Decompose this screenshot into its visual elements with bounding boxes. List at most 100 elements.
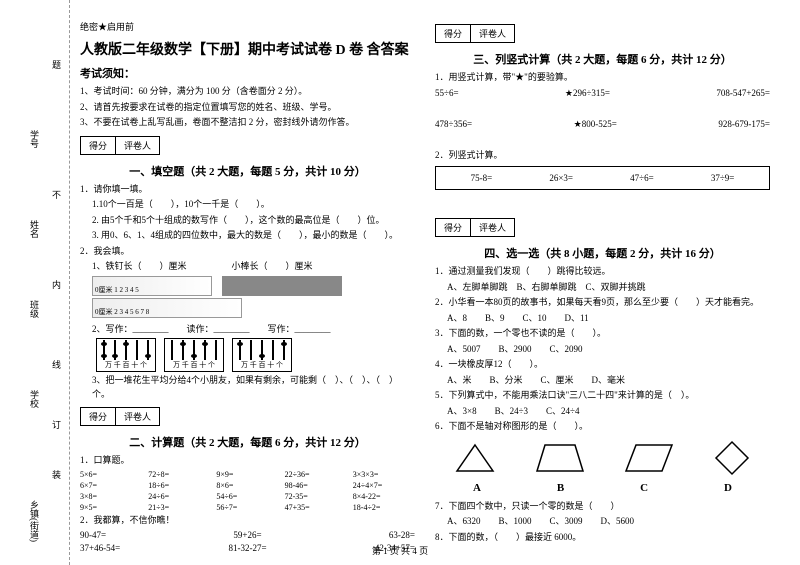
section-2-title: 二、计算题（共 2 大题，每题 6 分，共计 12 分）	[80, 434, 415, 450]
ruler-row: 0厘米 1 2 3 4 5	[80, 276, 415, 296]
section-4-title: 四、选一选（共 8 小题，每题 2 分，共计 16 分）	[435, 245, 770, 261]
abacus-3: 万 千 百 十 个	[232, 338, 292, 372]
binding-char-2: 订	[50, 420, 63, 429]
left-column: 绝密★启用前 人教版二年级数学【下册】期中考试试卷 D 卷 含答案 考试须知： …	[80, 20, 415, 556]
calc-cell: 3×8=	[80, 492, 142, 501]
label-c: C	[640, 482, 648, 494]
calc-cell: 72÷8=	[148, 470, 210, 479]
binding-field-name: 姓名	[28, 220, 41, 238]
page-footer: 第 1 页 共 4 页	[372, 544, 428, 557]
section-3-title: 三、列竖式计算（共 2 大题，每题 6 分，共计 12 分）	[435, 51, 770, 67]
q1-2a: 1、铁钉长（ ）厘米 小棒长（ ）厘米	[80, 260, 415, 274]
confidential-mark: 绝密★启用前	[80, 20, 415, 33]
right-column: 得分 评卷人 三、列竖式计算（共 2 大题，每题 6 分，共计 12 分） 1．…	[435, 20, 770, 556]
calc-cell: 9×9=	[216, 470, 278, 479]
calc-cell: 22÷36=	[285, 470, 347, 479]
score-box-1: 得分 评卷人	[80, 136, 160, 155]
vert-row-2: 478÷356=★800-525=928-679-175=	[435, 119, 770, 130]
abacus-1: 万 千 百 十 个	[96, 338, 156, 372]
binding-char-4: 内	[50, 280, 63, 289]
section-1-title: 一、填空题（共 2 大题，每题 5 分，共计 10 分）	[80, 163, 415, 179]
q3-1: 1．用竖式计算，带"★"的要验算。	[435, 71, 770, 85]
abacus-row: 万 千 百 十 个 万 千 百 十 个 万 千 百 十 个	[80, 338, 415, 372]
calc-row-1: 90-47=59+26=63-28=	[80, 530, 415, 540]
label-a: A	[473, 482, 481, 494]
binding-char-3: 线	[50, 360, 63, 369]
q4-5: 5．下列算式中，不能用乘法口诀"三八二十四"来计算的是（ ）。	[435, 389, 770, 403]
vert-row-1: 55÷6=★296÷315=708-547+265=	[435, 88, 770, 99]
content-columns: 绝密★启用前 人教版二年级数学【下册】期中考试试卷 D 卷 含答案 考试须知： …	[80, 20, 770, 556]
calc-cell: 8×6=	[216, 481, 278, 490]
abacus-2: 万 千 百 十 个	[164, 338, 224, 372]
q2-2: 2．我都算，不信你瞧！	[80, 514, 415, 528]
calc-cell: 21÷3=	[148, 503, 210, 512]
shape-a-wrap	[455, 443, 495, 473]
q1-1: 1．请你填一填。	[80, 183, 415, 197]
ruler-1: 0厘米 1 2 3 4 5	[92, 276, 212, 296]
binding-char-6: 题	[50, 60, 63, 69]
binding-field-class: 班级	[28, 300, 41, 318]
shape-d-wrap	[714, 440, 750, 476]
vertical-calc-box: 75-8= 26×3= 47÷6= 37÷9=	[435, 166, 770, 190]
q4-3: 3．下面的数，一个零也不读的是（ ）。	[435, 327, 770, 341]
q4-6: 6．下面不是轴对称图形的是（ ）。	[435, 420, 770, 434]
parallelogram-icon	[624, 443, 674, 473]
shapes-row	[435, 440, 770, 476]
ruler-2-wrap: 0厘米 2 3 4 5 6 7 8	[80, 298, 415, 321]
binding-margin: 乡镇(街道) 学校 班级 姓名 学号 装 订 线 内 不 题	[0, 0, 70, 565]
q4-7o: A、6320 B、1000 C、3009 D、5600	[435, 515, 770, 529]
ruler-2: 0厘米 2 3 4 5 6 7 8	[92, 298, 242, 318]
score-box-4: 得分 评卷人	[435, 218, 515, 237]
score-box-2: 得分 评卷人	[80, 407, 160, 426]
calc-cell: 98-46=	[285, 481, 347, 490]
q2-1: 1．口算题。	[80, 454, 415, 468]
binding-char-1: 装	[50, 470, 63, 479]
calc-cell: 72-35=	[285, 492, 347, 501]
notice-heading: 考试须知：	[80, 65, 415, 81]
q4-2o: A、8 B、9 C、10 D、11	[435, 312, 770, 326]
q4-1o: A、左脚单脚跳 B、右脚单脚跳 C、双脚并挑跳	[435, 281, 770, 295]
notice-2: 2、请首先按要求在试卷的指定位置填写您的姓名、班级、学号。	[80, 101, 415, 114]
calc-cell: 24÷6=	[148, 492, 210, 501]
calc-cell: 9×5=	[80, 503, 142, 512]
shape-b-wrap	[535, 443, 585, 473]
q1-2: 2．我会填。	[80, 245, 415, 259]
shape-labels: A B C D	[435, 482, 770, 494]
label-b: B	[557, 482, 564, 494]
triangle-icon	[455, 443, 495, 473]
binding-field-school: 学校	[28, 390, 41, 408]
q4-3o: A、5007 B、2900 C、2090	[435, 343, 770, 357]
binding-field-township: 乡镇(街道)	[28, 500, 41, 542]
q1-1c: 3. 用0、6、1、4组成的四位数中，最大的数是（ ），最小的数是（ ）。	[80, 229, 415, 243]
binding-char-5: 不	[50, 190, 63, 199]
label-d: D	[724, 482, 732, 494]
exam-page: 乡镇(街道) 学校 班级 姓名 学号 装 订 线 内 不 题 绝密★启用前 人教…	[0, 0, 800, 565]
q4-4: 4．一块橡皮厚12（ ）。	[435, 358, 770, 372]
q1-2b: 2、写作：________ 读作：________ 写作：________	[80, 323, 415, 337]
calc-cell: 5×6=	[80, 470, 142, 479]
q4-1: 1．通过测量我们发现（ ）跳得比较远。	[435, 265, 770, 279]
calc-cell: 6×7=	[80, 481, 142, 490]
calc-row-2: 37+46-54=81-32-27=42-34+57=	[80, 543, 415, 553]
notice-3: 3、不要在试卷上乱写乱画，卷面不整洁扣 2 分，密封线外请勿作答。	[80, 116, 415, 129]
q3-2: 2．列竖式计算。	[435, 149, 770, 163]
score-label: 得分	[81, 137, 116, 154]
score-box-3: 得分 评卷人	[435, 24, 515, 43]
q4-8: 8．下面的数，（ ）最接近 6000。	[435, 531, 770, 545]
q4-7: 7．下面四个数中，只读一个零的数是（ ）	[435, 500, 770, 514]
q1-2c: 3、把一堆花生平均分给4个小朋友，如果有剩余，可能剩（ ）、（ ）、（ ）个。	[80, 374, 415, 401]
stairs-image	[222, 276, 342, 296]
q1-1b: 2. 由5个千和5个十组成的数写作（ ），这个数的最高位是（ ）位。	[80, 214, 415, 228]
calc-cell: 18-4÷2=	[353, 503, 415, 512]
q4-5o: A、3×8 B、24÷3 C、24÷4	[435, 405, 770, 419]
diamond-icon	[714, 440, 750, 476]
calc-cell: 8×4-22=	[353, 492, 415, 501]
q1-1a: 1.10个一百是（ ），10个一千是（ ）。	[80, 198, 415, 212]
notice-1: 1、考试时间：60 分钟，满分为 100 分（含卷面分 2 分）。	[80, 85, 415, 98]
calc-grid: 5×6=72÷8=9×9=22÷36=3×3×3= 6×7=18÷6=8×6=9…	[80, 470, 415, 512]
calc-cell: 54÷6=	[216, 492, 278, 501]
shape-c-wrap	[624, 443, 674, 473]
grader-label: 评卷人	[116, 137, 159, 154]
calc-cell: 47+35=	[285, 503, 347, 512]
calc-cell: 3×3×3=	[353, 470, 415, 479]
